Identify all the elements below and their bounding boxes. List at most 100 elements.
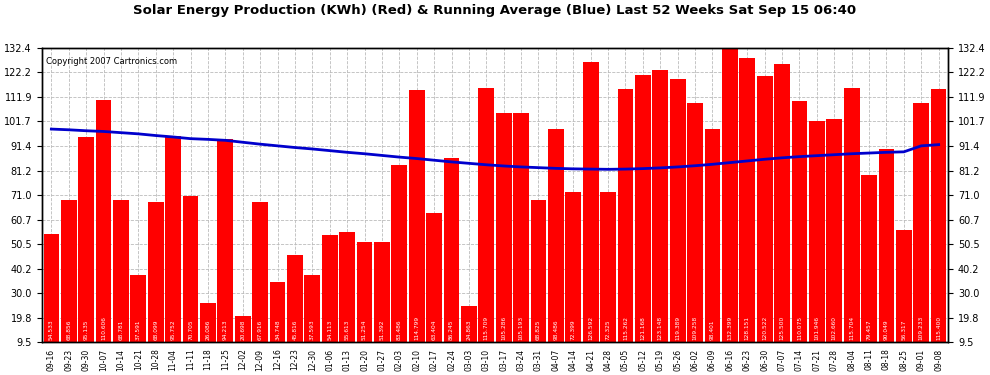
Bar [756, 76, 772, 365]
Bar [774, 64, 790, 365]
Text: 26.086: 26.086 [205, 320, 211, 340]
Text: Copyright 2007 Cartronics.com: Copyright 2007 Cartronics.com [47, 57, 177, 66]
Bar [687, 103, 703, 365]
Bar [461, 306, 477, 365]
Text: 109.258: 109.258 [693, 316, 698, 340]
Text: 121.168: 121.168 [641, 316, 645, 340]
Text: 132.399: 132.399 [728, 316, 733, 340]
Text: 115.709: 115.709 [484, 316, 489, 340]
Bar [235, 315, 250, 365]
Bar [305, 275, 320, 365]
Text: 63.404: 63.404 [432, 320, 437, 340]
Bar [340, 232, 355, 365]
Text: 110.606: 110.606 [101, 316, 106, 340]
Bar [531, 200, 546, 365]
Text: 67.916: 67.916 [257, 320, 262, 340]
Bar [565, 192, 581, 365]
Bar [827, 119, 842, 365]
Bar [583, 62, 599, 365]
Text: 83.486: 83.486 [397, 320, 402, 340]
Text: 115.704: 115.704 [849, 316, 854, 340]
Text: 126.592: 126.592 [588, 316, 593, 340]
Bar [914, 104, 929, 365]
Text: 115.262: 115.262 [623, 316, 628, 340]
Text: 79.457: 79.457 [866, 319, 871, 340]
Bar [931, 88, 946, 365]
Bar [200, 303, 216, 365]
Bar [843, 88, 859, 365]
Text: 102.660: 102.660 [832, 316, 837, 340]
Bar [652, 70, 668, 365]
Text: 119.389: 119.389 [675, 316, 680, 340]
Bar [478, 88, 494, 365]
Text: 110.075: 110.075 [797, 316, 802, 340]
Bar [896, 230, 912, 365]
Bar [252, 202, 268, 365]
Text: 68.856: 68.856 [66, 320, 71, 340]
Bar [861, 175, 877, 365]
Bar [78, 137, 94, 365]
Bar [722, 48, 738, 365]
Text: 101.946: 101.946 [815, 316, 820, 340]
Bar [496, 113, 512, 365]
Bar [165, 136, 181, 365]
Bar [792, 101, 807, 365]
Text: 68.825: 68.825 [536, 320, 541, 340]
Bar [427, 213, 442, 365]
Bar [513, 113, 529, 365]
Bar [218, 140, 234, 365]
Bar [131, 275, 147, 365]
Text: 20.698: 20.698 [241, 320, 246, 340]
Text: 54.533: 54.533 [49, 319, 53, 340]
Text: 51.392: 51.392 [379, 320, 384, 340]
Text: Solar Energy Production (KWh) (Red) & Running Average (Blue) Last 52 Weeks Sat S: Solar Energy Production (KWh) (Red) & Ru… [134, 4, 856, 17]
Text: 120.522: 120.522 [762, 316, 767, 340]
Text: 72.325: 72.325 [606, 319, 611, 340]
Text: 105.286: 105.286 [501, 316, 506, 340]
Text: 54.113: 54.113 [328, 320, 333, 340]
Text: 95.752: 95.752 [170, 319, 175, 340]
Bar [600, 192, 616, 365]
Text: 68.781: 68.781 [119, 320, 124, 340]
Text: 86.245: 86.245 [449, 320, 454, 340]
Text: 123.148: 123.148 [657, 316, 662, 340]
Text: 98.486: 98.486 [553, 320, 558, 340]
Text: 45.816: 45.816 [292, 320, 297, 340]
Bar [705, 129, 721, 365]
Bar [374, 242, 390, 365]
Text: 98.401: 98.401 [710, 320, 715, 340]
Bar [391, 165, 407, 365]
Bar [113, 200, 129, 365]
Bar [148, 202, 163, 365]
Text: 70.705: 70.705 [188, 319, 193, 340]
Text: 24.863: 24.863 [466, 320, 471, 340]
Text: 68.099: 68.099 [153, 320, 158, 340]
Text: 90.049: 90.049 [884, 319, 889, 340]
Bar [61, 200, 76, 365]
Text: 37.593: 37.593 [310, 319, 315, 340]
Bar [356, 242, 372, 365]
Text: 125.500: 125.500 [779, 316, 785, 340]
Text: 128.151: 128.151 [744, 316, 749, 340]
Bar [879, 149, 894, 365]
Text: 94.213: 94.213 [223, 320, 228, 340]
Bar [635, 75, 650, 365]
Bar [322, 236, 338, 365]
Text: 115.400: 115.400 [937, 316, 941, 340]
Text: 56.317: 56.317 [901, 320, 907, 340]
Text: 105.193: 105.193 [519, 316, 524, 340]
Text: 95.135: 95.135 [83, 320, 89, 340]
Bar [269, 282, 285, 365]
Bar [287, 255, 303, 365]
Bar [618, 89, 634, 365]
Bar [44, 234, 59, 365]
Text: 109.233: 109.233 [919, 316, 924, 340]
Bar [670, 79, 685, 365]
Bar [740, 58, 755, 365]
Bar [409, 90, 425, 365]
Text: 51.254: 51.254 [362, 320, 367, 340]
Text: 34.748: 34.748 [275, 319, 280, 340]
Bar [809, 121, 825, 365]
Text: 37.591: 37.591 [136, 320, 141, 340]
Bar [96, 100, 111, 365]
